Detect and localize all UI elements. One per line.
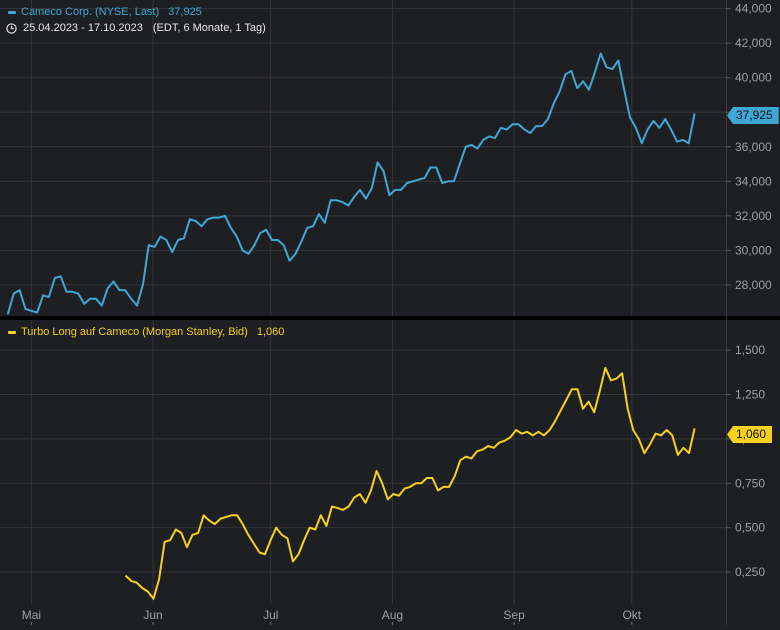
- x-tick-label: Sep: [503, 608, 525, 622]
- legend-top-last: 37,925: [168, 6, 202, 18]
- date-range[interactable]: 25.04.2023 - 17.10.2023 (EDT, 6 Monate, …: [6, 22, 266, 34]
- legend-top[interactable]: Cameco Corp. (NYSE, Last) 37,925: [8, 6, 202, 18]
- line-swatch-icon: [8, 330, 16, 334]
- y-tick-label: 1,250: [735, 388, 765, 402]
- y-tick-label: 40,000: [735, 71, 772, 85]
- panel-separator: [0, 316, 780, 320]
- series-layer: [6, 52, 696, 600]
- grid: [0, 0, 726, 604]
- y-tick-label: 28,000: [735, 278, 772, 292]
- series-line: [6, 52, 696, 315]
- y-tick-label: 1,500: [735, 343, 765, 357]
- y-tick-label: 30,000: [735, 243, 772, 257]
- legend-top-name: Cameco Corp. (NYSE, Last): [21, 6, 160, 18]
- y-tick-label: 0,250: [735, 565, 765, 579]
- last-value-tag-top: 37,925: [727, 107, 779, 124]
- y-tick-label: 0,500: [735, 521, 765, 535]
- y-tick-label: 32,000: [735, 209, 772, 223]
- clock-icon: [6, 22, 17, 34]
- y-tick-label: 34,000: [735, 174, 772, 188]
- date-range-text: 25.04.2023 - 17.10.2023: [23, 22, 143, 34]
- series-line: [124, 366, 696, 600]
- y-tick-label: 42,000: [735, 36, 772, 50]
- x-tick-label: Aug: [382, 608, 403, 622]
- x-tick-label: Jul: [263, 608, 278, 622]
- y-tick-label: 0,750: [735, 476, 765, 490]
- legend-bottom-name: Turbo Long auf Cameco (Morgan Stanley, B…: [21, 326, 248, 338]
- y-tick-label: 36,000: [735, 140, 772, 154]
- x-tick-label: Mai: [22, 608, 41, 622]
- x-tick-label: Okt: [622, 608, 641, 622]
- y-tick-label: 44,000: [735, 2, 772, 16]
- date-range-detail: (EDT, 6 Monate, 1 Tag): [152, 22, 266, 34]
- last-value-tag-bottom: 1,060: [727, 426, 773, 443]
- x-tick-label: Jun: [143, 608, 162, 622]
- legend-bottom-last: 1,060: [256, 326, 285, 338]
- legend-bottom[interactable]: Turbo Long auf Cameco (Morgan Stanley, B…: [8, 326, 284, 338]
- line-swatch-icon: [8, 10, 16, 14]
